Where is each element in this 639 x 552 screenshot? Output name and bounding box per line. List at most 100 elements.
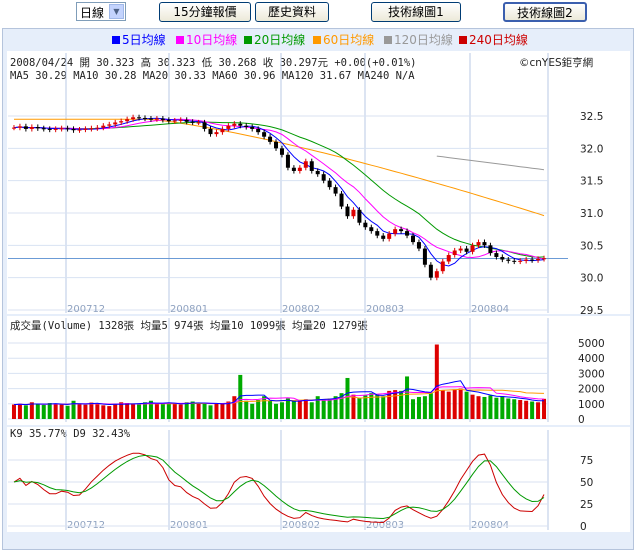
kd-tick-label: 0 (580, 521, 587, 533)
candle-body (536, 258, 541, 261)
volume-bar (405, 376, 410, 419)
legend-ma5: 5日均線 (112, 31, 166, 48)
candle-body (53, 128, 58, 130)
volume-bar (285, 398, 290, 419)
volume-bar (59, 404, 64, 419)
candle-body (178, 119, 183, 121)
volume-bar (23, 405, 28, 419)
volume-bar (399, 390, 404, 419)
ma-line: MA5 30.29 MA10 30.28 MA20 30.33 MA60 30.… (10, 70, 415, 82)
volume-bar (279, 402, 284, 419)
volume-bar (262, 396, 267, 419)
tech-chart-1-button[interactable]: 技術線圖1 (371, 2, 461, 22)
kd-line: K9 35.77% D9 32.43% (10, 428, 131, 440)
price-tick-label: 31.0 (580, 208, 603, 220)
volume-bar (232, 396, 237, 419)
price-tick-label: 29.5 (580, 305, 603, 317)
legend-ma10: 10日均線 (176, 31, 237, 48)
volume-bar (387, 390, 392, 419)
x-tick-label: 200712 (67, 304, 105, 315)
volume-bar (351, 394, 356, 419)
period-select[interactable]: 日線 ▼ (76, 2, 126, 21)
tech-chart-2-button[interactable]: 技術線圖2 (503, 2, 587, 22)
candle-body (184, 119, 189, 122)
volume-bar (297, 400, 302, 419)
candle-body (196, 122, 201, 124)
candle-body (351, 209, 356, 217)
volume-bar (291, 400, 296, 419)
vol-tick-label: 1000 (578, 399, 605, 411)
legend-swatch (459, 36, 467, 44)
d9-line (13, 454, 545, 520)
candle-body (446, 255, 451, 262)
volume-bar (345, 377, 350, 419)
chevron-down-icon[interactable]: ▼ (109, 4, 124, 19)
history-button[interactable]: 歷史資料 (255, 2, 329, 22)
candle-body (315, 170, 320, 175)
legend-label: 240日均線 (469, 33, 528, 47)
copyright: ©cnYES鉅亨網 (519, 57, 594, 69)
volume-bar (226, 401, 231, 419)
legend-swatch (112, 36, 120, 44)
volume-bar (77, 404, 82, 419)
volume-bar (303, 399, 308, 419)
volume-bar (172, 403, 177, 419)
kd-panel (7, 427, 630, 532)
candle-body (422, 248, 427, 265)
candle-body (101, 125, 106, 128)
candle-body (250, 126, 255, 129)
volume-bar (131, 404, 136, 419)
candle-body (77, 129, 82, 131)
candle-body (11, 127, 16, 129)
candle-body (172, 120, 177, 122)
vol-tick-label: 3000 (578, 368, 605, 380)
volume-bar (536, 402, 541, 419)
volume-bar (327, 398, 332, 419)
volume-bar (393, 390, 398, 419)
volume-bar (518, 400, 523, 419)
candle-body (113, 122, 118, 125)
price-panel (7, 51, 630, 314)
candle-body (256, 128, 261, 133)
volume-bar (214, 403, 219, 419)
candle-body (131, 117, 136, 120)
volume-bar (530, 401, 535, 419)
legend-label: 5日均線 (122, 33, 166, 47)
candle-body (500, 256, 505, 260)
quote-15min-button[interactable]: 15分鐘報價 (159, 2, 251, 22)
candle-body (279, 148, 284, 155)
volume-bar (250, 403, 255, 419)
x-tick-label: 200803 (366, 304, 404, 315)
price-tick-label: 30.0 (580, 273, 603, 285)
volume-bar (458, 388, 463, 419)
volume-bar (89, 402, 94, 419)
kd-tick-label: 75 (580, 455, 593, 467)
candle-body (244, 125, 249, 127)
volume-bar (238, 374, 243, 419)
volume-bar (363, 395, 368, 419)
candle-body (262, 132, 267, 137)
candle-body (137, 117, 142, 119)
candle-body (363, 222, 368, 228)
volume-bar (196, 403, 201, 419)
volume-bar (71, 400, 76, 419)
volume-bar (315, 396, 320, 419)
candle-body (220, 128, 225, 133)
legend-ma20: 20日均線 (244, 31, 305, 48)
candle-body (47, 128, 52, 130)
candle-body (160, 118, 165, 120)
candle-body (89, 128, 94, 130)
volume-bar (256, 400, 261, 419)
x-tick-label: 200802 (282, 304, 320, 315)
legend-ma240: 240日均線 (459, 31, 528, 48)
volume-bar (166, 403, 171, 419)
vol-tick-label: 5000 (578, 338, 605, 350)
period-select-value: 日線 (80, 6, 105, 20)
candle-body (29, 126, 34, 129)
candle-body (405, 231, 410, 236)
candle-body (35, 126, 40, 129)
candle-body (357, 209, 362, 223)
candle-body (71, 128, 76, 131)
candle-body (83, 128, 88, 130)
